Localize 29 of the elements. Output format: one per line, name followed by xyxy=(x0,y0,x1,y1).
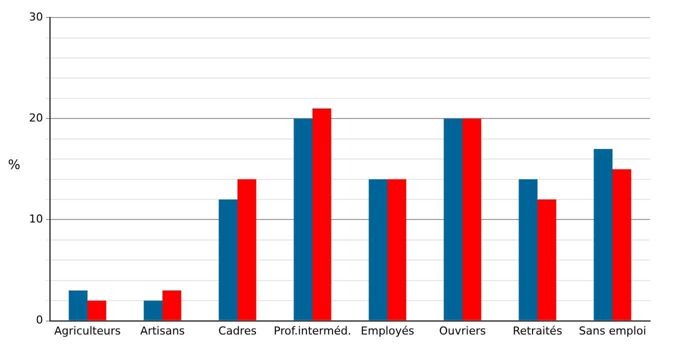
y-tick-label: 10 xyxy=(28,212,43,226)
bar xyxy=(144,300,162,320)
bar xyxy=(388,179,406,320)
x-tick-label: Retraités xyxy=(512,324,562,338)
y-tick-label: 0 xyxy=(36,314,43,327)
bar xyxy=(518,179,538,320)
x-tick-label: Ouvriers xyxy=(439,324,486,338)
x-tick-label: Prof.interméd. xyxy=(274,324,352,338)
y-axis-title: % xyxy=(8,158,20,173)
y-tick-label: 30 xyxy=(28,10,43,24)
bar xyxy=(68,290,88,320)
bar xyxy=(238,179,256,320)
y-tick-label: 20 xyxy=(28,112,43,125)
bar xyxy=(294,118,312,320)
x-tick-label: Employés xyxy=(360,324,414,338)
x-tick-label: Sans emploi xyxy=(578,324,646,338)
x-tick-label: Cadres xyxy=(218,324,257,338)
bar xyxy=(444,118,462,320)
x-tick-label: Artisans xyxy=(140,324,186,338)
bar xyxy=(312,108,332,320)
bar xyxy=(368,179,388,320)
bar xyxy=(538,200,556,320)
bar xyxy=(88,300,106,320)
x-tick-label: Agriculteurs xyxy=(54,324,121,338)
bar xyxy=(594,148,612,320)
bar xyxy=(612,169,632,320)
bar xyxy=(218,200,238,320)
bar xyxy=(162,290,182,320)
bar xyxy=(462,118,482,320)
